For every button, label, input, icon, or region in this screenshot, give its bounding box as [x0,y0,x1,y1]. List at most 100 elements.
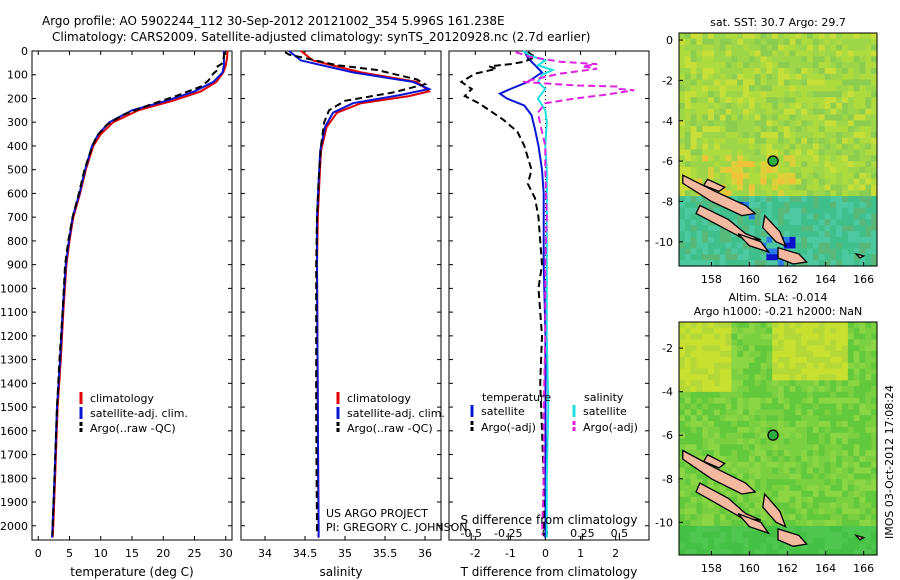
map-cell [783,502,791,509]
map-cell [713,254,721,261]
map-cell [679,339,686,346]
map-cell [760,260,767,267]
map-cell [696,514,703,521]
map-cell [789,514,796,521]
map-cell [772,490,779,498]
map-cell [731,114,738,121]
map-cell [696,38,703,46]
map-cell [789,149,796,156]
map-cell [801,196,808,203]
map-cell [690,514,697,521]
map-cell [795,143,802,151]
map-cell [702,149,709,156]
map-cell [748,102,756,110]
map-cell [865,467,872,474]
map-cell [836,467,843,474]
map-cell [719,403,727,410]
map-cell [725,514,732,521]
map-cell [807,242,814,250]
map-cell [748,537,756,544]
map-cell [853,327,861,335]
map-cell [679,508,686,515]
map-cell [836,456,843,463]
map-cell [801,108,808,116]
map-cell [812,196,820,203]
map-cell [842,236,849,244]
map-cell [684,62,692,69]
map-cell [702,73,709,81]
map-cell [836,514,843,521]
map-cell [842,149,849,156]
map-cell [824,73,831,81]
map-cell [818,531,826,539]
sla-map-heatmap [679,322,878,556]
map-cell [847,126,855,133]
map-cell [725,143,732,151]
map-cell [708,97,715,104]
map-cell [801,190,808,197]
map-cell [702,97,709,104]
map-cell [871,444,878,451]
map-cell [865,403,872,410]
map-cell [731,386,738,393]
map-y-tick-label: -4 [662,386,673,399]
map-cell [778,73,785,81]
map-cell [812,68,820,75]
map-cell [713,351,721,358]
map-cell [748,201,756,209]
map-cell [754,132,762,139]
map-cell [696,236,703,244]
map-cell [789,508,796,515]
map-cell [818,126,826,133]
map-cell [865,248,872,255]
map-cell [812,236,820,244]
map-cell [731,473,738,480]
map-cell [842,362,849,370]
map-cell [807,213,814,220]
map-cell [743,362,750,370]
map-cell [842,242,849,250]
map-cell [748,339,756,346]
map-cell [836,345,843,352]
map-cell [847,339,855,346]
legend-label: Argo(-adj) [481,421,536,434]
map-cell [766,56,773,63]
map-cell [847,91,855,98]
map-cell [830,248,837,255]
y-tick-label: 1600 [0,425,28,438]
map-cell [748,438,756,445]
map-cell [760,403,767,410]
map-cell [772,213,779,220]
map-cell [719,356,727,364]
map-cell [679,85,686,92]
map-cell [853,368,861,375]
map-cell [748,254,756,261]
map-cell [807,356,814,364]
map-cell [737,444,744,451]
map-cell [679,356,686,364]
map-cell [842,114,849,121]
map-cell [801,207,808,215]
map-cell [731,172,738,180]
map-cell [760,415,767,422]
map-cell [853,114,861,121]
salinity-axis-label: salinity [319,565,362,579]
map-cell [719,79,727,86]
map-cell [766,143,773,151]
map-cell [789,201,796,209]
map-cell [690,114,697,121]
map-cell [795,485,802,492]
map-cell [859,97,866,104]
map-cell [795,473,802,480]
map-cell [789,520,796,527]
map-cell [684,502,692,509]
map-cell [795,97,802,104]
map-cell [871,450,878,457]
map-cell [702,380,709,387]
map-cell [713,137,721,145]
map-cell [708,155,715,162]
map-cell [702,508,709,515]
map-cell [760,490,767,498]
map-cell [679,161,686,168]
map-cell [795,397,802,405]
